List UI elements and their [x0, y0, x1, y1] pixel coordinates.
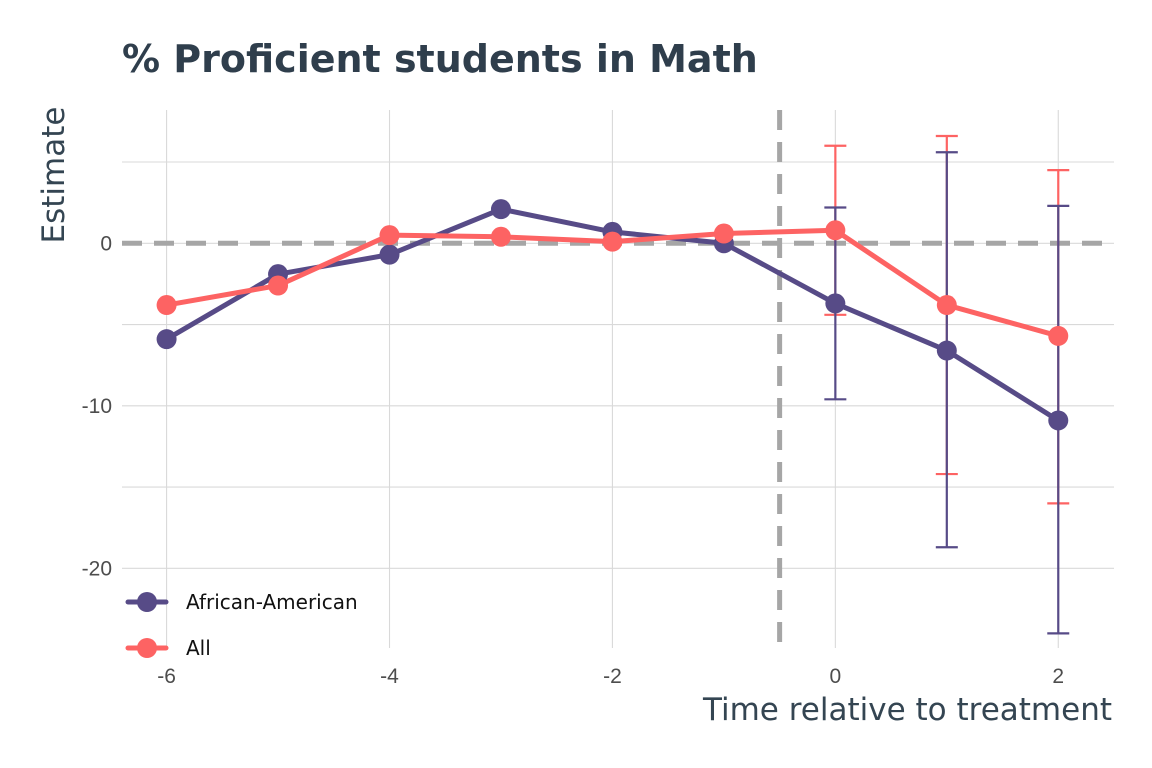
legend-item-all: All: [125, 636, 211, 660]
legend: African-American All: [125, 590, 358, 660]
data-point: [825, 220, 846, 241]
data-point: [825, 293, 846, 314]
data-point: [379, 225, 400, 246]
legend-label: All: [186, 636, 211, 660]
data-point: [713, 223, 734, 244]
legend-item-african-american: African-American: [125, 590, 358, 614]
data-point: [936, 340, 957, 361]
y-tick-label: -10: [82, 395, 112, 418]
data-point: [156, 329, 177, 350]
y-axis-title: Estimate: [36, 107, 72, 244]
x-tick-label: 0: [830, 665, 842, 688]
y-tick-label: 0: [100, 232, 112, 255]
data-point: [1048, 410, 1069, 431]
y-tick-label: -20: [82, 557, 112, 580]
legend-point: [137, 592, 157, 612]
x-axis-title: Time relative to treatment: [702, 692, 1112, 728]
data-point: [1048, 325, 1069, 346]
reference-lines: [122, 110, 1114, 648]
legend-point: [137, 638, 157, 658]
data-point: [156, 295, 177, 316]
legend-label: African-American: [186, 590, 358, 614]
data-point: [936, 295, 957, 316]
data-point: [379, 244, 400, 265]
tick-labels: -6 -4 -2 0 20-10-20: [82, 232, 1064, 688]
x-tick-label: 2: [1052, 665, 1064, 688]
grid-layer: [122, 110, 1114, 648]
data-point: [490, 226, 511, 247]
data-point: [602, 231, 623, 252]
data-point: [490, 199, 511, 220]
data-point: [268, 275, 289, 296]
error-bars: [824, 134, 1070, 635]
x-tick-label: -4: [380, 665, 399, 688]
x-tick-label: -6: [157, 665, 176, 688]
chart-title: % Proficient students in Math: [122, 37, 758, 81]
series-points: [156, 199, 1069, 431]
x-tick-label: -2: [603, 665, 622, 688]
